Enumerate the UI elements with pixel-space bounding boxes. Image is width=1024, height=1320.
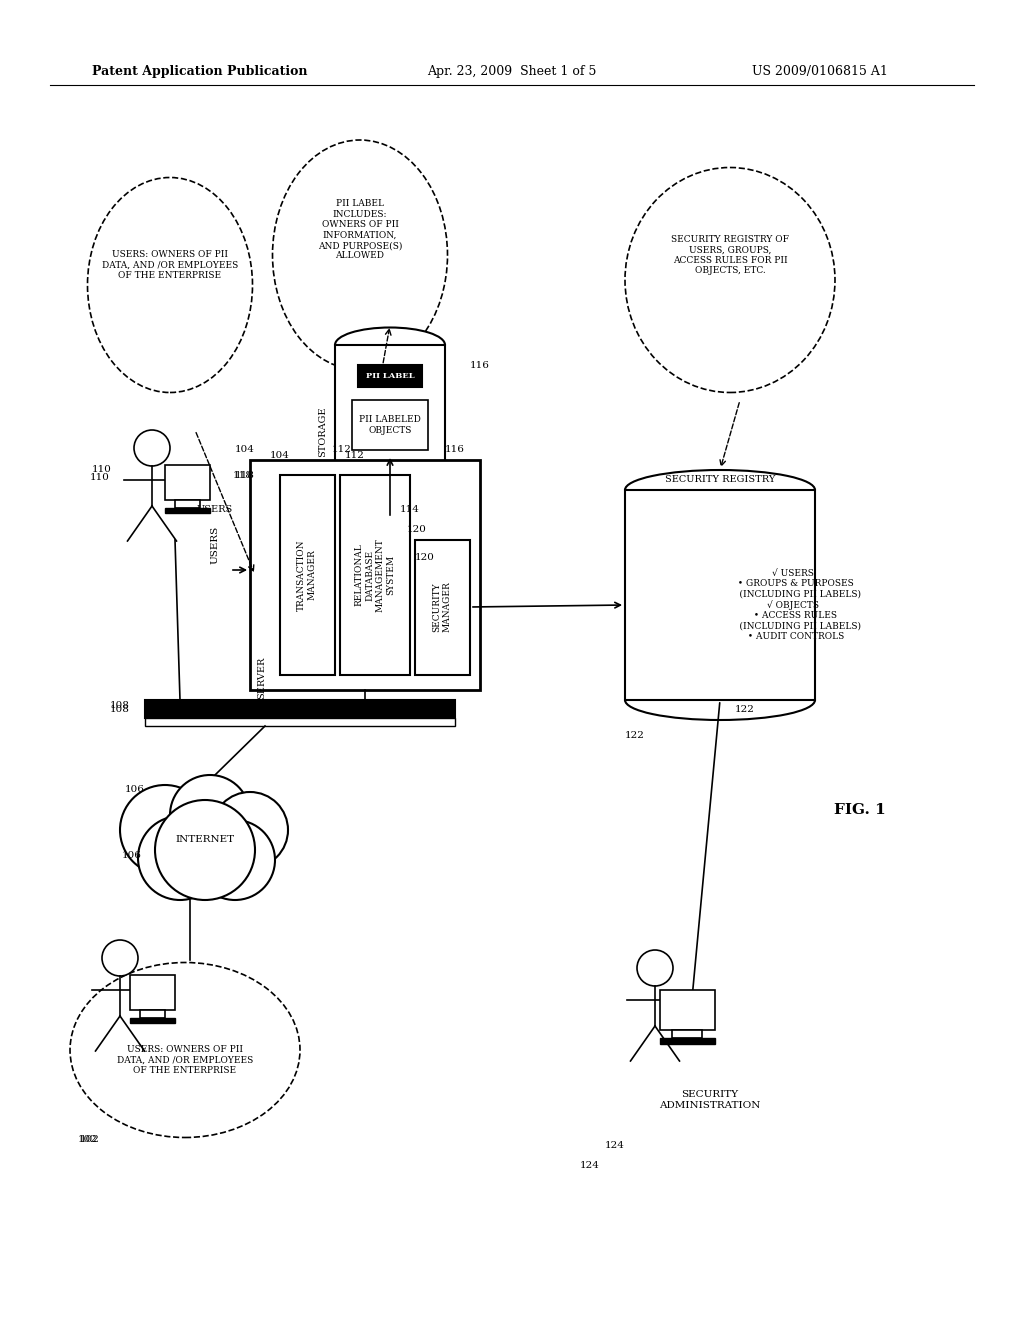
- Text: USERS: OWNERS OF PII
DATA, AND /OR EMPLOYEES
OF THE ENTERPRISE: USERS: OWNERS OF PII DATA, AND /OR EMPLO…: [101, 249, 239, 280]
- Text: √ USERS
  • GROUPS & PURPOSES
     (INCLUDING PII LABELS)
√ OBJECTS
  • ACCESS R: √ USERS • GROUPS & PURPOSES (INCLUDING P…: [725, 569, 861, 642]
- Bar: [625, 490, 815, 700]
- Text: 124: 124: [605, 1140, 625, 1150]
- Circle shape: [212, 792, 288, 869]
- Text: FIG. 1: FIG. 1: [835, 803, 886, 817]
- Text: 104: 104: [270, 450, 290, 459]
- Circle shape: [155, 800, 255, 900]
- Text: 108: 108: [110, 701, 130, 710]
- Text: PII LABEL
INCLUDES:
OWNERS OF PII
INFORMATION,
AND PURPOSE(S)
ALLOWED: PII LABEL INCLUDES: OWNERS OF PII INFORM…: [317, 199, 402, 260]
- Ellipse shape: [335, 327, 445, 363]
- Circle shape: [102, 940, 138, 975]
- Text: 112: 112: [332, 446, 352, 454]
- Text: 112: 112: [345, 450, 365, 459]
- Text: 120: 120: [415, 553, 435, 562]
- Circle shape: [195, 820, 275, 900]
- Text: USERS: OWNERS OF PII
DATA, AND /OR EMPLOYEES
OF THE ENTERPRISE: USERS: OWNERS OF PII DATA, AND /OR EMPLO…: [117, 1045, 253, 1074]
- Bar: [660, 990, 715, 1030]
- Ellipse shape: [335, 503, 445, 537]
- Text: 122: 122: [625, 730, 645, 739]
- Text: 102: 102: [80, 1135, 100, 1144]
- Circle shape: [170, 775, 250, 855]
- Bar: [250, 459, 480, 690]
- Text: 118: 118: [234, 470, 255, 479]
- Text: 110: 110: [90, 474, 110, 483]
- Circle shape: [134, 430, 170, 466]
- Text: PII LABEL: PII LABEL: [366, 372, 415, 380]
- Text: TRANSACTION
MANAGER: TRANSACTION MANAGER: [297, 540, 316, 611]
- Bar: [130, 975, 175, 1010]
- Bar: [145, 718, 455, 726]
- Text: PII LABEL: PII LABEL: [368, 372, 413, 380]
- Bar: [340, 475, 410, 675]
- Circle shape: [138, 816, 222, 900]
- Text: 122: 122: [735, 705, 755, 714]
- Text: 102: 102: [78, 1135, 98, 1144]
- Ellipse shape: [625, 680, 815, 719]
- Text: SECURITY REGISTRY OF
USERS, GROUPS,
ACCESS RULES FOR PII
OBJECTS, ETC.: SECURITY REGISTRY OF USERS, GROUPS, ACCE…: [671, 235, 790, 275]
- Circle shape: [637, 950, 673, 986]
- Text: 118: 118: [233, 471, 253, 480]
- Text: 110: 110: [92, 466, 112, 474]
- Text: 124: 124: [580, 1160, 600, 1170]
- Bar: [130, 1018, 175, 1023]
- Text: PII LABELED
OBJECTS: PII LABELED OBJECTS: [359, 416, 421, 434]
- Text: RELATIONAL
DATABASE
MANAGEMENT
SYSTEM: RELATIONAL DATABASE MANAGEMENT SYSTEM: [355, 539, 395, 612]
- Bar: [140, 1010, 165, 1018]
- Text: 106: 106: [125, 785, 144, 795]
- Bar: [672, 1030, 702, 1038]
- Text: SECURITY
ADMINISTRATION: SECURITY ADMINISTRATION: [659, 1090, 761, 1110]
- Text: 108: 108: [111, 705, 130, 714]
- Text: USERS: USERS: [211, 525, 219, 564]
- Text: SECURITY REGISTRY: SECURITY REGISTRY: [665, 475, 775, 484]
- Text: 106: 106: [122, 850, 142, 859]
- Text: US 2009/0106815 A1: US 2009/0106815 A1: [752, 66, 888, 78]
- Bar: [175, 500, 200, 508]
- Text: INTERNET: INTERNET: [175, 836, 234, 845]
- Text: SECURITY
MANAGER: SECURITY MANAGER: [432, 582, 452, 632]
- Text: 116: 116: [445, 446, 465, 454]
- Text: STORAGE: STORAGE: [318, 407, 328, 457]
- Bar: [165, 465, 210, 500]
- Ellipse shape: [625, 470, 815, 510]
- Text: 114: 114: [400, 506, 420, 515]
- Bar: [280, 475, 335, 675]
- Text: SERVER: SERVER: [257, 657, 266, 700]
- Text: Apr. 23, 2009  Sheet 1 of 5: Apr. 23, 2009 Sheet 1 of 5: [427, 66, 597, 78]
- Text: 104: 104: [234, 446, 255, 454]
- Bar: [415, 540, 470, 675]
- Bar: [660, 1038, 715, 1044]
- Circle shape: [120, 785, 210, 875]
- Text: Patent Application Publication: Patent Application Publication: [92, 66, 308, 78]
- Text: USERS: USERS: [197, 506, 233, 515]
- Text: 120: 120: [407, 525, 427, 535]
- Text: 116: 116: [470, 360, 489, 370]
- Bar: [358, 366, 422, 387]
- Bar: [335, 345, 445, 520]
- Bar: [352, 400, 428, 450]
- Bar: [145, 700, 455, 718]
- Bar: [165, 508, 210, 513]
